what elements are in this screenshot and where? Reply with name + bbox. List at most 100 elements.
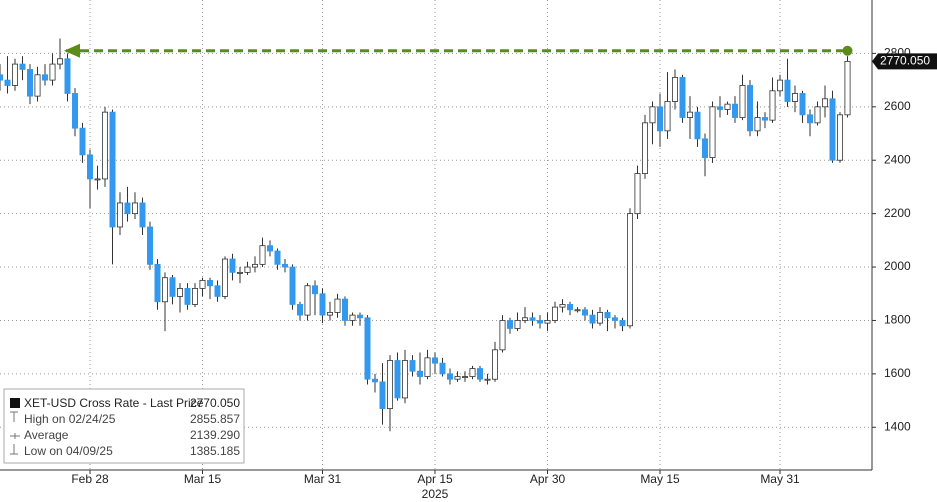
candle-body (79, 127, 86, 156)
candle-body (379, 381, 386, 409)
candle-body (319, 293, 326, 316)
candle-body (64, 58, 71, 94)
candle-body (491, 349, 498, 380)
legend-swatch (10, 398, 20, 408)
candle-body (19, 63, 26, 70)
candle-body (762, 117, 769, 121)
candle-body (26, 69, 33, 97)
candle-body (687, 111, 694, 118)
candle-body (236, 271, 243, 274)
candle-body (266, 245, 273, 252)
candle-body (184, 288, 191, 305)
y-tick-label: 2000 (884, 259, 911, 273)
candle-body (597, 312, 604, 324)
candle-body (769, 90, 776, 121)
candle-body (799, 93, 806, 116)
candle-body (664, 101, 671, 132)
candle-body (612, 317, 619, 321)
y-tick-label: 2400 (884, 152, 911, 166)
candle-body (702, 138, 709, 158)
candle-body (102, 111, 109, 180)
legend-icon (10, 411, 18, 422)
candle-body (289, 266, 296, 305)
candle-body (792, 93, 799, 102)
candle-body (176, 288, 183, 297)
candle-body (161, 277, 168, 303)
candle-body (439, 362, 446, 375)
candle-body (0, 74, 3, 81)
reference-arrow (64, 43, 80, 58)
y-tick-label: 2600 (884, 99, 911, 113)
candle-body (109, 111, 116, 228)
candle-body (341, 298, 348, 321)
candle-body (87, 154, 94, 180)
candle-body (416, 370, 423, 377)
legend-box (3, 388, 245, 464)
candle-body (574, 309, 581, 312)
candle-body (642, 122, 649, 174)
reference-dot (842, 45, 853, 56)
candle-body (822, 98, 829, 108)
candle-body (334, 298, 341, 313)
candle-body (424, 357, 431, 377)
candle-body (281, 263, 288, 268)
candle-body (409, 360, 416, 372)
x-tick-label: Apr 15 (417, 472, 453, 486)
x-tick-label: Apr 30 (530, 472, 566, 486)
legend-label: Low on 04/09/25 (24, 444, 113, 458)
candle-body (777, 79, 784, 92)
candle-body (386, 360, 393, 409)
candle-body (34, 74, 41, 97)
legend-value: 2855.857 (190, 412, 240, 426)
candle-body (454, 376, 461, 380)
x-tick-label: Mar 31 (304, 472, 342, 486)
candle-body (94, 178, 101, 181)
last-price-label: 2770.050 (880, 54, 930, 68)
candle-body (784, 79, 791, 102)
candle-body (356, 314, 363, 319)
candle-body (739, 85, 746, 118)
candle-body (139, 202, 146, 228)
candle-body (311, 285, 318, 295)
candle-body (199, 279, 206, 289)
candle-body (446, 373, 453, 380)
candle-body (814, 106, 821, 124)
candle-body (304, 285, 311, 316)
x-tick-label: Feb 28 (71, 472, 109, 486)
candle-body (461, 376, 468, 378)
candle-body (364, 317, 371, 380)
candle-body (807, 114, 814, 124)
candle-body (694, 111, 701, 140)
candle-body (146, 226, 153, 265)
candle-body (724, 103, 731, 110)
candle-body (514, 320, 521, 329)
candle-body (829, 98, 836, 161)
candle-body (296, 304, 303, 316)
candle-body (394, 360, 401, 399)
candle-body (72, 93, 79, 129)
legend-label: High on 02/24/25 (24, 412, 116, 426)
candle-body (371, 378, 378, 383)
candle-body (544, 320, 551, 324)
candle-body (717, 106, 724, 110)
candle-body (484, 378, 491, 381)
candle-body (619, 320, 626, 327)
candle-body (259, 245, 266, 265)
candle-body (627, 213, 634, 327)
candle-body (57, 58, 64, 65)
candle-body (672, 77, 679, 102)
candle-body (567, 304, 574, 311)
candle-body (522, 317, 529, 321)
candle-body (476, 368, 483, 380)
legend-value: 1385.185 (190, 444, 240, 458)
candle-body (154, 263, 161, 303)
candle-body (537, 320, 544, 324)
candle-body (506, 320, 513, 329)
candle-body (747, 85, 754, 132)
candle-body (131, 202, 138, 215)
candle-body (649, 106, 656, 124)
candle-body (326, 312, 333, 316)
candle-body (709, 106, 716, 158)
